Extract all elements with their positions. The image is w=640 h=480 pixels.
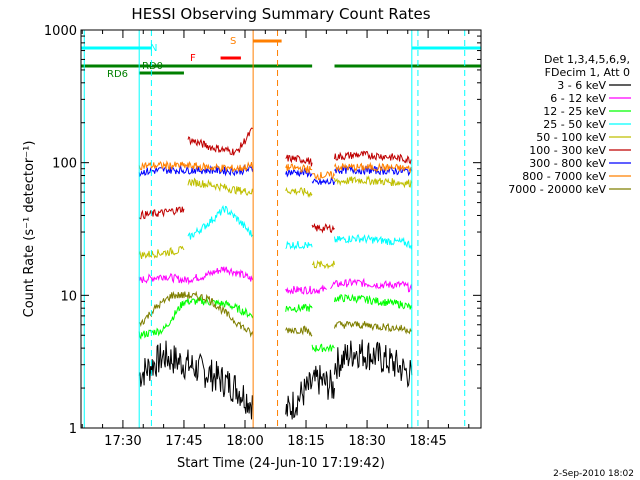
vertical-markers bbox=[83, 30, 466, 428]
legend-header-0: Det 1,3,4,5,6,9, bbox=[544, 53, 630, 66]
series-800-7000-kev-segment-2 bbox=[312, 171, 335, 181]
x-tick-label-18-30: 18:30 bbox=[348, 434, 385, 449]
series-50-100-kev-segment-2 bbox=[285, 186, 313, 198]
series-12-25-kev-segment-1 bbox=[285, 303, 313, 313]
series-7000-20000-kev-segment-0 bbox=[139, 290, 254, 338]
legend-label-12-25-kev: 12 - 25 keV bbox=[543, 105, 606, 118]
series-100-300-kev-segment-0 bbox=[138, 206, 185, 220]
legend-label-25-50-kev: 25 - 50 keV bbox=[543, 118, 606, 131]
series-7000-20000-kev-segment-1 bbox=[285, 325, 313, 337]
legend: Det 1,3,4,5,6,9,FDecim 1, Att 03 - 6 keV… bbox=[508, 53, 631, 196]
legend-label-50-100-kev: 50 - 100 keV bbox=[536, 131, 606, 144]
series-100-300-kev-segment-2 bbox=[285, 154, 313, 167]
flag-n-label: N bbox=[150, 43, 157, 54]
series-12-25-kev-segment-0 bbox=[138, 296, 254, 340]
plot-timestamp: 2-Sep-2010 18:02 bbox=[553, 469, 634, 479]
axes: 17:30 17:45 18:00 18:15 18:30 18:45 1 10 100 1000 bbox=[44, 24, 481, 449]
series-25-50-kev-segment-1 bbox=[285, 240, 313, 251]
series-12-25-kev-segment-2 bbox=[311, 343, 335, 353]
x-tick-label-17-30: 17:30 bbox=[104, 434, 141, 449]
series-6-12-kev-segment-1 bbox=[285, 284, 327, 295]
flag-rd6-label: RD6 bbox=[107, 69, 128, 80]
x-tick-label-17-45: 17:45 bbox=[165, 434, 202, 449]
series-300-800-kev-segment-0 bbox=[138, 164, 254, 178]
series-300-800-kev-segment-1 bbox=[285, 167, 313, 178]
legend-label-6-12-kev: 6 - 12 keV bbox=[550, 92, 606, 105]
series-lines bbox=[138, 127, 413, 420]
legend-label-3-6-kev: 3 - 6 keV bbox=[557, 79, 606, 92]
series-3-6-kev-segment-0 bbox=[138, 340, 254, 420]
series-3-6-kev-segment-1 bbox=[285, 365, 335, 420]
flag-bars: N RD0 RD6 F S bbox=[81, 36, 481, 80]
legend-label-100-300-kev: 100 - 300 keV bbox=[529, 144, 606, 157]
series-100-300-kev-segment-3 bbox=[311, 222, 335, 234]
flag-rd0-label: RD0 bbox=[142, 61, 163, 72]
series-25-50-kev-segment-2 bbox=[334, 233, 413, 250]
flag-f-label: F bbox=[190, 53, 196, 64]
flag-s-label: S bbox=[230, 36, 236, 47]
series-800-7000-kev-segment-0 bbox=[138, 160, 254, 173]
series-50-100-kev-segment-1 bbox=[187, 177, 254, 196]
legend-label-300-800-kev: 300 - 800 keV bbox=[529, 157, 606, 170]
series-50-100-kev-segment-0 bbox=[138, 245, 185, 260]
x-tick-label-18-45: 18:45 bbox=[409, 434, 446, 449]
chart-title: HESSI Observing Summary Count Rates bbox=[131, 5, 430, 23]
y-tick-label-1000: 1000 bbox=[44, 24, 77, 39]
series-300-800-kev-segment-2 bbox=[311, 176, 335, 186]
series-12-25-kev-segment-3 bbox=[334, 293, 413, 310]
y-axis-label: Count Rate (s⁻¹ detector⁻¹) bbox=[22, 141, 37, 318]
plot-frame bbox=[80, 29, 482, 429]
y-tick-label-100: 100 bbox=[52, 157, 77, 172]
y-tick-label-1: 1 bbox=[69, 422, 77, 437]
series-7000-20000-kev-segment-2 bbox=[334, 320, 413, 335]
series-100-300-kev-segment-4 bbox=[334, 150, 412, 165]
series-50-100-kev-segment-3 bbox=[311, 259, 335, 270]
series-100-300-kev-segment-1 bbox=[187, 127, 254, 156]
series-3-6-kev-segment-2 bbox=[334, 339, 413, 388]
x-axis-label: Start Time (24-Jun-10 17:19:42) bbox=[177, 456, 385, 471]
series-800-7000-kev-segment-1 bbox=[285, 163, 313, 175]
series-800-7000-kev-segment-3 bbox=[334, 161, 413, 174]
x-tick-label-18-00: 18:00 bbox=[226, 434, 263, 449]
series-25-50-kev-segment-0 bbox=[187, 204, 254, 240]
legend-label-800-7000-kev: 800 - 7000 keV bbox=[522, 170, 606, 183]
series-6-12-kev-segment-2 bbox=[330, 277, 413, 293]
legend-header-1: FDecim 1, Att 0 bbox=[545, 66, 630, 79]
x-tick-label-18-15: 18:15 bbox=[287, 434, 324, 449]
series-6-12-kev-segment-0 bbox=[138, 266, 254, 286]
legend-label-7000-20000-kev: 7000 - 20000 keV bbox=[508, 183, 606, 196]
y-tick-label-10: 10 bbox=[60, 289, 77, 304]
series-50-100-kev-segment-4 bbox=[334, 175, 413, 189]
